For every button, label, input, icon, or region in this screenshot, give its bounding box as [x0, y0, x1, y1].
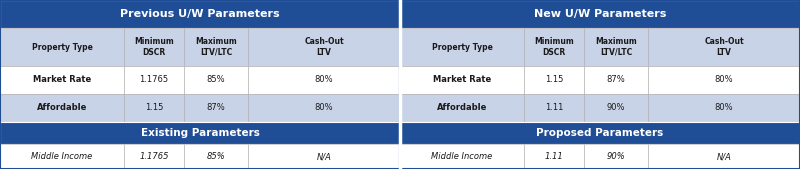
Text: 87%: 87% [206, 103, 226, 113]
Bar [248, 94, 400, 122]
Text: 85%: 85% [206, 152, 226, 161]
Bar [0, 144, 124, 169]
Text: Maximum
LTV/LTC: Maximum LTV/LTC [595, 37, 637, 57]
Text: Affordable: Affordable [37, 103, 87, 113]
Bar [124, 144, 184, 169]
Bar [648, 144, 800, 169]
Bar [0, 0, 400, 28]
Bar [400, 144, 524, 169]
Bar [184, 144, 248, 169]
Bar [0, 122, 400, 144]
Text: Property Type: Property Type [431, 42, 493, 52]
Text: 85%: 85% [206, 76, 226, 84]
Bar [248, 66, 400, 94]
Bar [648, 94, 800, 122]
Text: 80%: 80% [314, 103, 334, 113]
Text: 90%: 90% [606, 103, 626, 113]
Bar [248, 144, 400, 169]
Bar [524, 94, 584, 122]
Text: 1.1765: 1.1765 [139, 76, 169, 84]
Text: Proposed Parameters: Proposed Parameters [536, 128, 664, 138]
Bar [400, 66, 524, 94]
Text: N/A: N/A [317, 152, 331, 161]
Text: 80%: 80% [314, 76, 334, 84]
Bar [124, 94, 184, 122]
Bar [248, 28, 400, 66]
Text: Property Type: Property Type [31, 42, 93, 52]
Text: N/A: N/A [717, 152, 731, 161]
Bar [0, 94, 124, 122]
Text: 87%: 87% [606, 76, 626, 84]
Text: Middle Income: Middle Income [431, 152, 493, 161]
Text: Minimum
DSCR: Minimum DSCR [134, 37, 174, 57]
Bar [524, 144, 584, 169]
Text: 1.11: 1.11 [545, 103, 563, 113]
Bar [184, 66, 248, 94]
Bar [400, 122, 800, 144]
Bar [524, 28, 584, 66]
Text: Existing Parameters: Existing Parameters [141, 128, 259, 138]
Text: New U/W Parameters: New U/W Parameters [534, 9, 666, 19]
Bar [584, 94, 648, 122]
Bar [524, 66, 584, 94]
Bar [400, 0, 800, 169]
Text: Market Rate: Market Rate [33, 76, 91, 84]
Text: 1.11: 1.11 [545, 152, 563, 161]
Bar [400, 28, 524, 66]
Text: 1.15: 1.15 [545, 76, 563, 84]
Bar [184, 28, 248, 66]
Bar [400, 0, 800, 28]
Bar [124, 28, 184, 66]
Bar [584, 144, 648, 169]
Bar [400, 94, 524, 122]
Text: Middle Income: Middle Income [31, 152, 93, 161]
Bar [0, 28, 124, 66]
Bar [584, 66, 648, 94]
Text: Previous U/W Parameters: Previous U/W Parameters [120, 9, 280, 19]
Text: Market Rate: Market Rate [433, 76, 491, 84]
Text: 1.15: 1.15 [145, 103, 163, 113]
Text: Affordable: Affordable [437, 103, 487, 113]
Bar [124, 66, 184, 94]
Text: 1.1765: 1.1765 [139, 152, 169, 161]
Text: Maximum
LTV/LTC: Maximum LTV/LTC [195, 37, 237, 57]
Bar [584, 28, 648, 66]
Text: 90%: 90% [606, 152, 626, 161]
Bar [648, 28, 800, 66]
Text: 80%: 80% [714, 103, 734, 113]
Text: Minimum
DSCR: Minimum DSCR [534, 37, 574, 57]
Text: 80%: 80% [714, 76, 734, 84]
Bar [184, 94, 248, 122]
Text: Cash-Out
LTV: Cash-Out LTV [304, 37, 344, 57]
Text: Cash-Out
LTV: Cash-Out LTV [704, 37, 744, 57]
Bar [0, 0, 400, 169]
Bar [648, 66, 800, 94]
Bar [0, 66, 124, 94]
